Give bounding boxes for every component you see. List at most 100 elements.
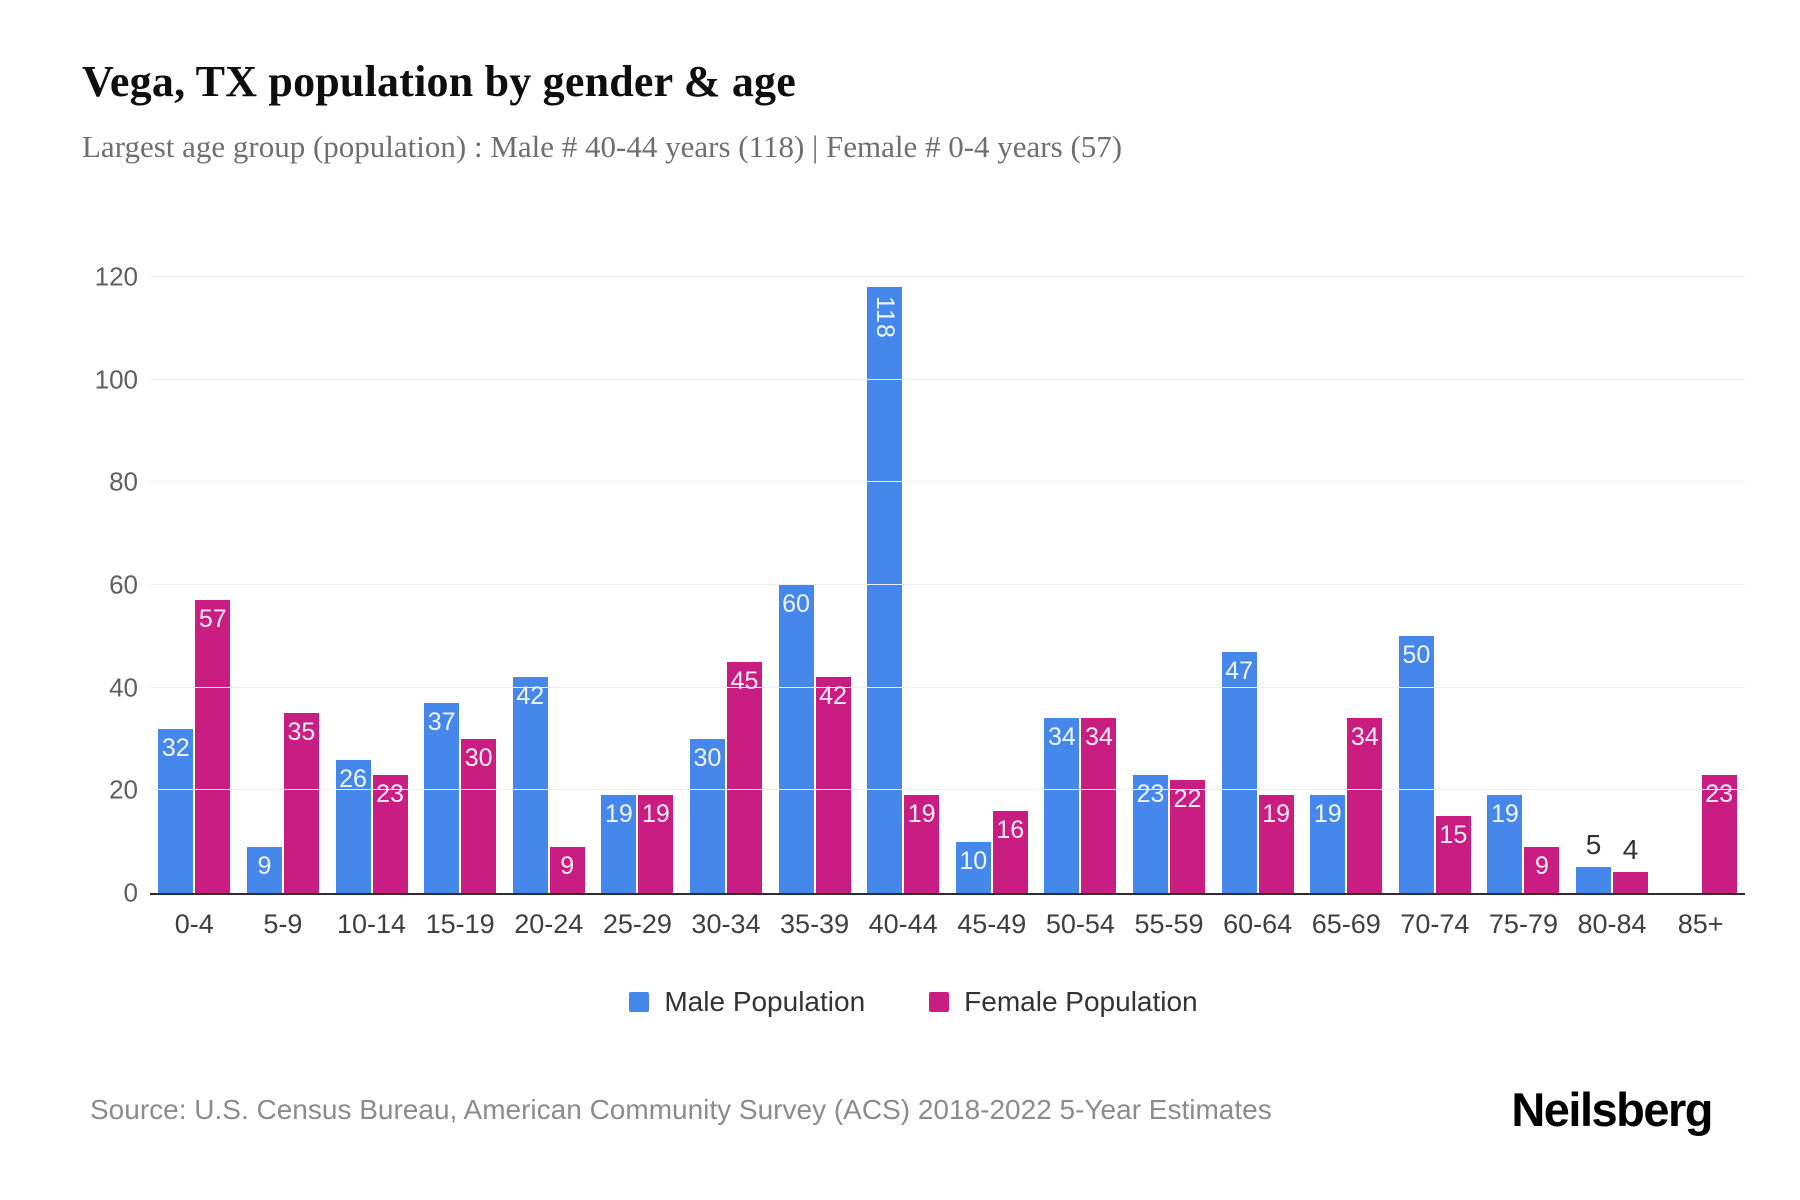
male-bar: 47 xyxy=(1221,651,1257,893)
female-bar: 19 xyxy=(638,795,674,893)
bar-value-label: 19 xyxy=(1262,800,1291,829)
female-bar: 19 xyxy=(1258,795,1294,893)
bar-value-label: 10 xyxy=(959,846,988,875)
bar-value-label: 9 xyxy=(1534,851,1549,880)
bar-group: 30 45 xyxy=(682,277,771,893)
x-axis-label: 20-24 xyxy=(514,909,584,939)
bar-value-label: 4 xyxy=(1622,834,1639,866)
bar-group: 60 42 xyxy=(770,277,859,893)
x-axis-label: 60-64 xyxy=(1223,909,1293,939)
bar-group: 23 xyxy=(1656,277,1745,893)
bar-value-label: 30 xyxy=(464,744,493,772)
female-bar: 15 xyxy=(1435,816,1471,893)
bar-value-label: 19 xyxy=(604,800,633,829)
bar-value-label: 34 xyxy=(1047,723,1076,752)
bar-value-label: 47 xyxy=(1225,656,1254,685)
bar-value-label: 35 xyxy=(287,718,316,747)
bar-group: 19 34 xyxy=(1302,277,1391,893)
x-axis-label: 5-9 xyxy=(263,909,303,939)
bar-group: 37 30 xyxy=(416,277,505,893)
male-bar: 23 xyxy=(1133,774,1168,893)
brand-logo: Neilsberg xyxy=(1511,1083,1713,1136)
y-axis-tick-label: 20 xyxy=(109,774,138,805)
bar-value-label: 118 xyxy=(871,296,900,340)
bar-value-label: 37 xyxy=(427,708,456,737)
legend-item-male[interactable]: Male Population xyxy=(629,986,865,1018)
bar-group: 118 19 xyxy=(859,277,948,893)
x-axis-label: 85+ xyxy=(1677,909,1724,939)
female-bar: 9 xyxy=(549,846,585,893)
male-bar: 9 xyxy=(246,846,282,893)
x-axis-label: 0-4 xyxy=(174,909,214,939)
female-bar: 42 xyxy=(815,677,851,893)
y-axis-tick-label: 120 xyxy=(94,261,138,292)
male-bar: 10 xyxy=(955,841,991,893)
x-axis-label: 15-19 xyxy=(425,909,495,939)
y-axis-tick-label: 0 xyxy=(123,877,138,908)
footer: Source: U.S. Census Bureau, American Com… xyxy=(90,1082,1713,1137)
male-bar: 19 xyxy=(1487,795,1523,893)
female-swatch xyxy=(929,992,950,1012)
gridline xyxy=(150,686,1745,688)
bar-value-label: 9 xyxy=(560,851,575,880)
bar-group: 50 15 xyxy=(1391,277,1480,893)
bar-group: 47 19 xyxy=(1213,277,1302,893)
bar-value-label: 60 xyxy=(782,590,810,618)
x-axis-label: 70-74 xyxy=(1400,909,1470,939)
x-axis-labels: 0-4 5-9 10-14 15-19 20-24 25-29 30-34 35-39 40-4… xyxy=(150,909,1745,940)
female-bar: 34 xyxy=(1081,718,1117,893)
male-bar: 60 xyxy=(778,585,814,893)
bar-group: 26 23 xyxy=(327,277,416,893)
female-bar: 23 xyxy=(372,774,408,893)
bar-group: 19 19 xyxy=(593,277,682,893)
x-axis-label: 50-54 xyxy=(1045,909,1115,939)
bar-value-label: 26 xyxy=(339,764,367,793)
bar-group: 9 35 xyxy=(239,277,328,893)
x-axis-label: 30-34 xyxy=(691,909,761,939)
bar-value-label: 32 xyxy=(161,733,190,762)
female-bar: 4 xyxy=(1613,834,1649,893)
bar-value-label: 34 xyxy=(1084,723,1113,752)
bar-value-label: 23 xyxy=(1705,779,1734,808)
y-axis-tick-label: 80 xyxy=(109,466,138,497)
gridline xyxy=(150,276,1745,277)
x-axis-label: 75-79 xyxy=(1488,909,1558,939)
female-bar: 45 xyxy=(726,662,762,893)
male-bar: 37 xyxy=(424,703,460,893)
gridline xyxy=(150,378,1745,380)
legend: Male Population Female Population xyxy=(82,986,1745,1018)
page-subtitle: Largest age group (population) : Male # … xyxy=(82,129,1123,164)
bar-value-label: 23 xyxy=(1136,779,1165,808)
bar-value-label: 30 xyxy=(693,744,722,772)
x-axis-label: 10-14 xyxy=(336,909,407,939)
male-bar: 30 xyxy=(689,739,725,893)
x-axis-label: 45-49 xyxy=(957,909,1027,939)
female-bar: 57 xyxy=(195,600,231,893)
male-swatch xyxy=(629,992,650,1012)
male-bar: 118 xyxy=(867,287,903,893)
x-axis-label: 55-59 xyxy=(1134,909,1204,939)
x-axis-label: 40-44 xyxy=(868,909,938,939)
x-axis-label: 80-84 xyxy=(1577,909,1647,939)
page-title: Vega, TX population by gender & age xyxy=(82,57,796,106)
bar-value-label: 57 xyxy=(198,605,227,634)
bar-value-label: 19 xyxy=(1313,800,1342,829)
female-bar: 35 xyxy=(283,713,319,893)
male-bar: 19 xyxy=(1310,795,1346,893)
bar-plot: 32 57 9 35 26 23 37 30 42 9 19 19 30 45 60 42 118 19 10 16 3… xyxy=(150,277,1745,893)
legend-label-female: Female Population xyxy=(964,986,1198,1017)
male-bar: 5 xyxy=(1576,829,1612,893)
y-axis-tick-label: 40 xyxy=(109,672,138,703)
bar-value-label: 19 xyxy=(1491,800,1519,829)
female-bar: 9 xyxy=(1524,846,1560,893)
gridline xyxy=(150,481,1745,483)
legend-item-female[interactable]: Female Population xyxy=(929,986,1198,1018)
bar-group: 42 9 xyxy=(504,277,593,893)
female-bar: 16 xyxy=(992,810,1028,893)
bar-group: 23 22 xyxy=(1125,277,1214,893)
female-bar: 23 xyxy=(1701,774,1737,893)
y-axis-tick-label: 100 xyxy=(94,364,138,395)
male-bar: 50 xyxy=(1398,636,1434,893)
